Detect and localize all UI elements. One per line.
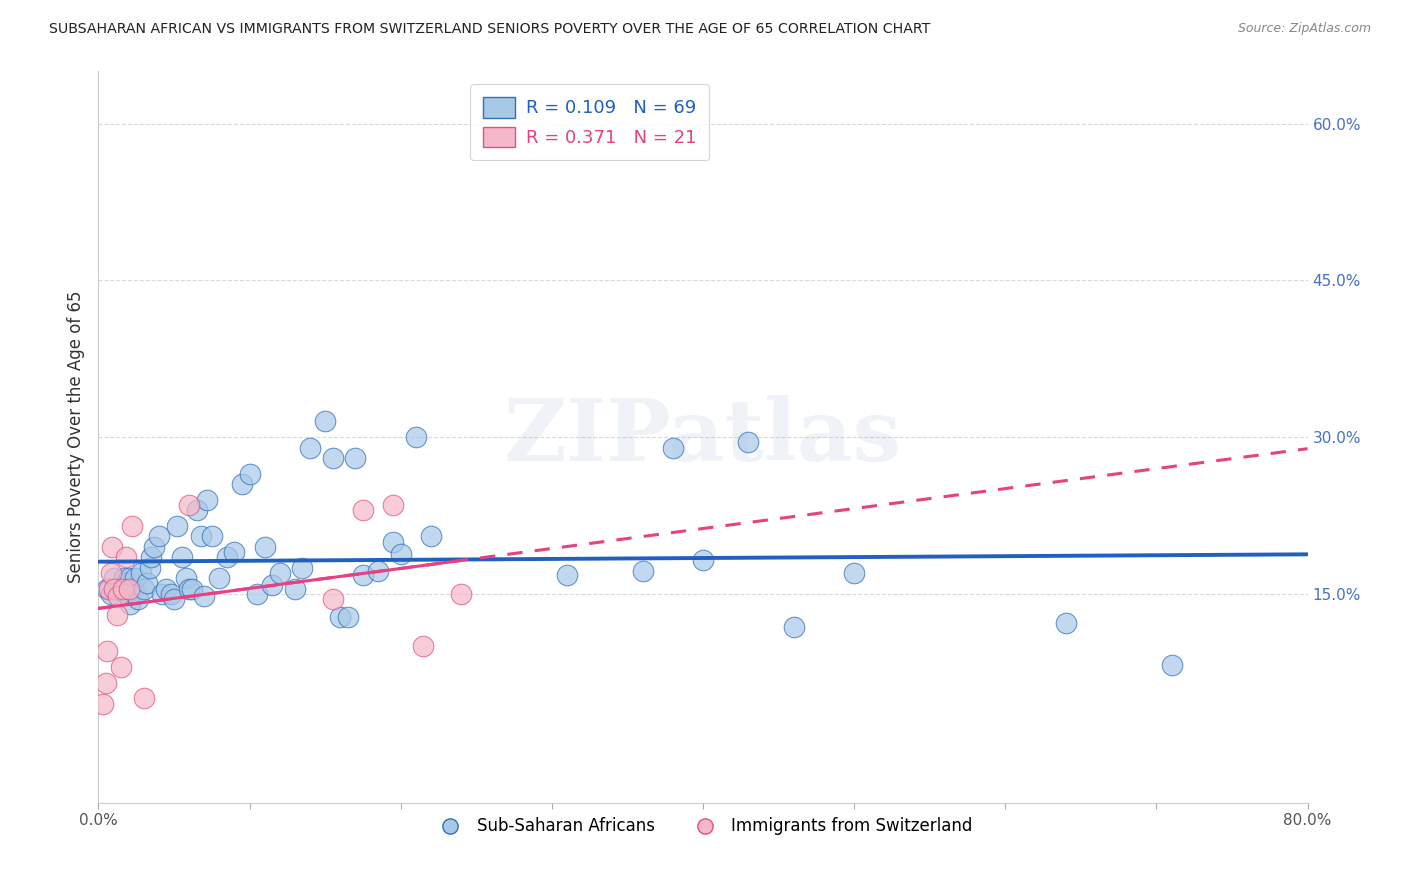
Point — [112, 571, 135, 585]
Point — [129, 566, 152, 580]
Point — [420, 529, 443, 543]
Point — [103, 582, 125, 596]
Point — [143, 540, 166, 554]
Point — [124, 571, 146, 585]
Point — [179, 498, 201, 512]
Point — [174, 571, 197, 585]
Point — [186, 503, 208, 517]
Point — [107, 589, 129, 603]
Point — [239, 467, 262, 481]
Point — [190, 529, 212, 543]
Point — [118, 571, 141, 585]
Point — [314, 414, 336, 428]
Point — [284, 582, 307, 596]
Point — [382, 534, 405, 549]
Point — [139, 560, 162, 574]
Point — [181, 582, 204, 596]
Point — [352, 568, 374, 582]
Point — [412, 639, 434, 653]
Point — [150, 587, 173, 601]
Point — [108, 582, 131, 596]
Point — [329, 609, 352, 624]
Point — [163, 592, 186, 607]
Point — [246, 587, 269, 601]
Point — [132, 582, 155, 596]
Point — [336, 609, 359, 624]
Point — [1054, 616, 1077, 631]
Text: ZIPatlas: ZIPatlas — [503, 395, 903, 479]
Point — [111, 582, 134, 596]
Point — [367, 564, 389, 578]
Point — [692, 553, 714, 567]
Point — [155, 582, 177, 596]
Point — [389, 547, 412, 561]
Point — [352, 503, 374, 517]
Point — [114, 576, 136, 591]
Point — [98, 582, 121, 596]
Point — [122, 582, 145, 596]
Point — [215, 550, 238, 565]
Point — [299, 441, 322, 455]
Point — [120, 597, 142, 611]
Point — [114, 550, 136, 565]
Point — [844, 566, 866, 580]
Point — [1160, 657, 1182, 672]
Point — [105, 607, 128, 622]
Point — [382, 498, 405, 512]
Point — [141, 550, 163, 565]
Point — [96, 644, 118, 658]
Point — [135, 576, 157, 591]
Point — [125, 587, 148, 601]
Point — [231, 477, 253, 491]
Point — [110, 660, 132, 674]
Point — [115, 587, 138, 601]
Legend: Sub-Saharan Africans, Immigrants from Switzerland: Sub-Saharan Africans, Immigrants from Sw… — [426, 811, 980, 842]
Point — [262, 578, 284, 592]
Point — [132, 691, 155, 706]
Point — [269, 566, 291, 580]
Point — [450, 587, 472, 601]
Text: SUBSAHARAN AFRICAN VS IMMIGRANTS FROM SWITZERLAND SENIORS POVERTY OVER THE AGE O: SUBSAHARAN AFRICAN VS IMMIGRANTS FROM SW… — [49, 22, 931, 37]
Point — [94, 675, 117, 690]
Point — [103, 571, 125, 585]
Point — [322, 592, 344, 607]
Point — [166, 519, 188, 533]
Point — [224, 545, 246, 559]
Point — [100, 587, 122, 601]
Point — [344, 450, 367, 465]
Point — [170, 550, 193, 565]
Point — [121, 519, 143, 533]
Point — [96, 582, 118, 596]
Point — [160, 587, 183, 601]
Point — [322, 450, 344, 465]
Point — [111, 582, 134, 596]
Point — [121, 582, 143, 596]
Text: Source: ZipAtlas.com: Source: ZipAtlas.com — [1237, 22, 1371, 36]
Point — [193, 589, 215, 603]
Point — [101, 540, 124, 554]
Point — [195, 492, 218, 507]
Point — [148, 529, 170, 543]
Point — [783, 620, 806, 634]
Point — [118, 582, 141, 596]
Point — [179, 582, 201, 596]
Point — [253, 540, 276, 554]
Point — [555, 568, 578, 582]
Point — [405, 430, 427, 444]
Point — [208, 571, 231, 585]
Point — [91, 697, 114, 711]
Y-axis label: Seniors Poverty Over the Age of 65: Seniors Poverty Over the Age of 65 — [66, 291, 84, 583]
Point — [201, 529, 224, 543]
Point — [291, 560, 314, 574]
Point — [737, 435, 759, 450]
Point — [100, 566, 122, 580]
Point — [631, 564, 654, 578]
Point — [105, 582, 128, 596]
Point — [661, 441, 683, 455]
Point — [127, 592, 149, 607]
